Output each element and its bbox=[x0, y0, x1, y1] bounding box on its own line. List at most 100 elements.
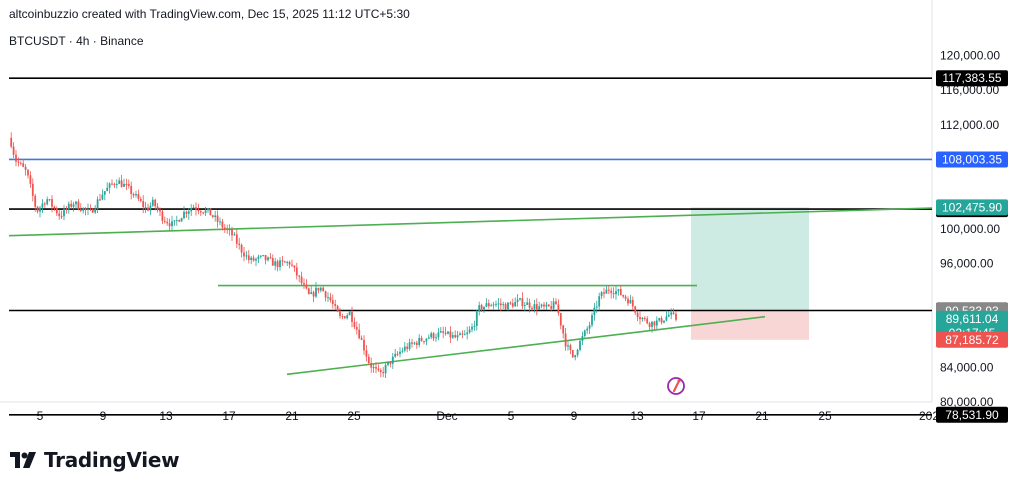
price-chart[interactable]: 120,000.00 116,000.00 112,000.00 100,000.00… bbox=[0, 0, 1024, 440]
candle-body bbox=[473, 326, 476, 328]
candle-body bbox=[65, 209, 68, 211]
loss-zone bbox=[691, 310, 809, 340]
price-axis-tick: 80,000.00 bbox=[940, 395, 994, 409]
candle-body bbox=[221, 221, 224, 228]
candle-body bbox=[199, 211, 202, 213]
candle-body bbox=[341, 316, 344, 318]
candle-body bbox=[336, 305, 339, 312]
candle-body bbox=[94, 208, 97, 213]
candle-body bbox=[53, 206, 56, 209]
time-axis-tick: 13 bbox=[159, 409, 173, 423]
candle-body bbox=[154, 199, 157, 207]
candle-body bbox=[12, 146, 15, 155]
candle-body bbox=[588, 325, 591, 329]
candle-body bbox=[255, 258, 257, 261]
time-axis-tick: 202 bbox=[919, 409, 939, 423]
candle-body bbox=[108, 183, 111, 188]
candle-body bbox=[137, 194, 140, 199]
candle-body bbox=[375, 367, 377, 369]
candle-body bbox=[271, 258, 274, 266]
candle-body bbox=[593, 307, 596, 316]
candle-body bbox=[101, 194, 104, 200]
candle-body bbox=[408, 342, 411, 349]
candle-body bbox=[418, 338, 421, 346]
candle-body bbox=[262, 255, 265, 257]
candle-body bbox=[531, 307, 533, 309]
candle-body bbox=[456, 335, 459, 338]
candle-body bbox=[135, 194, 137, 196]
price-axis-tick: 100,000.00 bbox=[940, 222, 1000, 236]
candle-body bbox=[384, 364, 387, 374]
candle-body bbox=[219, 221, 221, 223]
candle-body bbox=[629, 299, 632, 304]
trendline-rising-support bbox=[286, 315, 766, 376]
candle-body bbox=[144, 207, 147, 209]
time-axis-tick: 25 bbox=[347, 409, 361, 423]
tradingview-logo-icon bbox=[10, 452, 36, 468]
candle-body bbox=[603, 292, 605, 294]
candle-body bbox=[622, 295, 625, 297]
candle-body bbox=[106, 187, 109, 192]
candle-body bbox=[430, 333, 433, 338]
candle-body bbox=[166, 221, 169, 224]
candle-body bbox=[459, 333, 461, 336]
candle-body bbox=[420, 338, 423, 342]
time-axis-tick: 21 bbox=[755, 409, 769, 423]
candle-body bbox=[526, 302, 529, 306]
candle-body bbox=[317, 287, 320, 291]
candle-body bbox=[627, 298, 629, 304]
candle-body bbox=[641, 317, 644, 320]
candle-body bbox=[343, 316, 346, 319]
candle-body bbox=[363, 339, 365, 351]
candle-body bbox=[295, 267, 298, 276]
candle-body bbox=[639, 317, 641, 320]
candle-body bbox=[646, 318, 649, 324]
candle-body bbox=[51, 199, 53, 207]
candle-body bbox=[327, 297, 329, 299]
candle-body bbox=[583, 330, 586, 337]
time-axis-tick: 13 bbox=[630, 409, 644, 423]
candle-body bbox=[576, 349, 579, 356]
candle-body bbox=[22, 163, 25, 167]
candle-body bbox=[615, 291, 617, 295]
time-axis-tick: 17 bbox=[222, 409, 236, 423]
candle-body bbox=[89, 209, 92, 211]
candle-body bbox=[348, 311, 351, 316]
candle-body bbox=[487, 303, 490, 307]
candle-body bbox=[77, 201, 80, 210]
candle-body bbox=[132, 194, 135, 196]
candle-body bbox=[123, 183, 125, 187]
candle-body bbox=[113, 183, 116, 185]
candle-body bbox=[586, 328, 589, 331]
candle-body bbox=[509, 302, 512, 304]
candle-body bbox=[365, 350, 368, 357]
candle-body bbox=[454, 335, 457, 338]
candle-body bbox=[233, 234, 236, 236]
candle-body bbox=[322, 287, 325, 292]
candle-body bbox=[346, 315, 349, 319]
candle-body bbox=[552, 301, 555, 309]
candle-body bbox=[660, 318, 663, 323]
candle-body bbox=[63, 209, 65, 217]
candle-body bbox=[562, 325, 565, 334]
candle-body bbox=[39, 207, 41, 212]
candle-body bbox=[667, 314, 670, 317]
price-axis-tick: 116,000.00 bbox=[940, 83, 999, 97]
candle-body bbox=[579, 340, 581, 350]
candle-body bbox=[149, 205, 152, 211]
price-tag-11738355 bbox=[936, 70, 1008, 87]
candle-body bbox=[130, 186, 133, 195]
candle-body bbox=[283, 261, 286, 263]
candle-body bbox=[120, 180, 123, 187]
candle-body bbox=[288, 262, 291, 265]
price-tag-10800335 bbox=[936, 151, 1008, 168]
candle-body bbox=[605, 289, 608, 294]
candle-body bbox=[192, 207, 195, 209]
candle-body bbox=[235, 234, 238, 244]
candle-body bbox=[442, 331, 445, 333]
candle-body bbox=[274, 261, 277, 266]
candle-body bbox=[84, 207, 87, 210]
candle-body bbox=[631, 299, 634, 307]
candle-body bbox=[211, 215, 214, 218]
candle-body bbox=[545, 304, 548, 307]
